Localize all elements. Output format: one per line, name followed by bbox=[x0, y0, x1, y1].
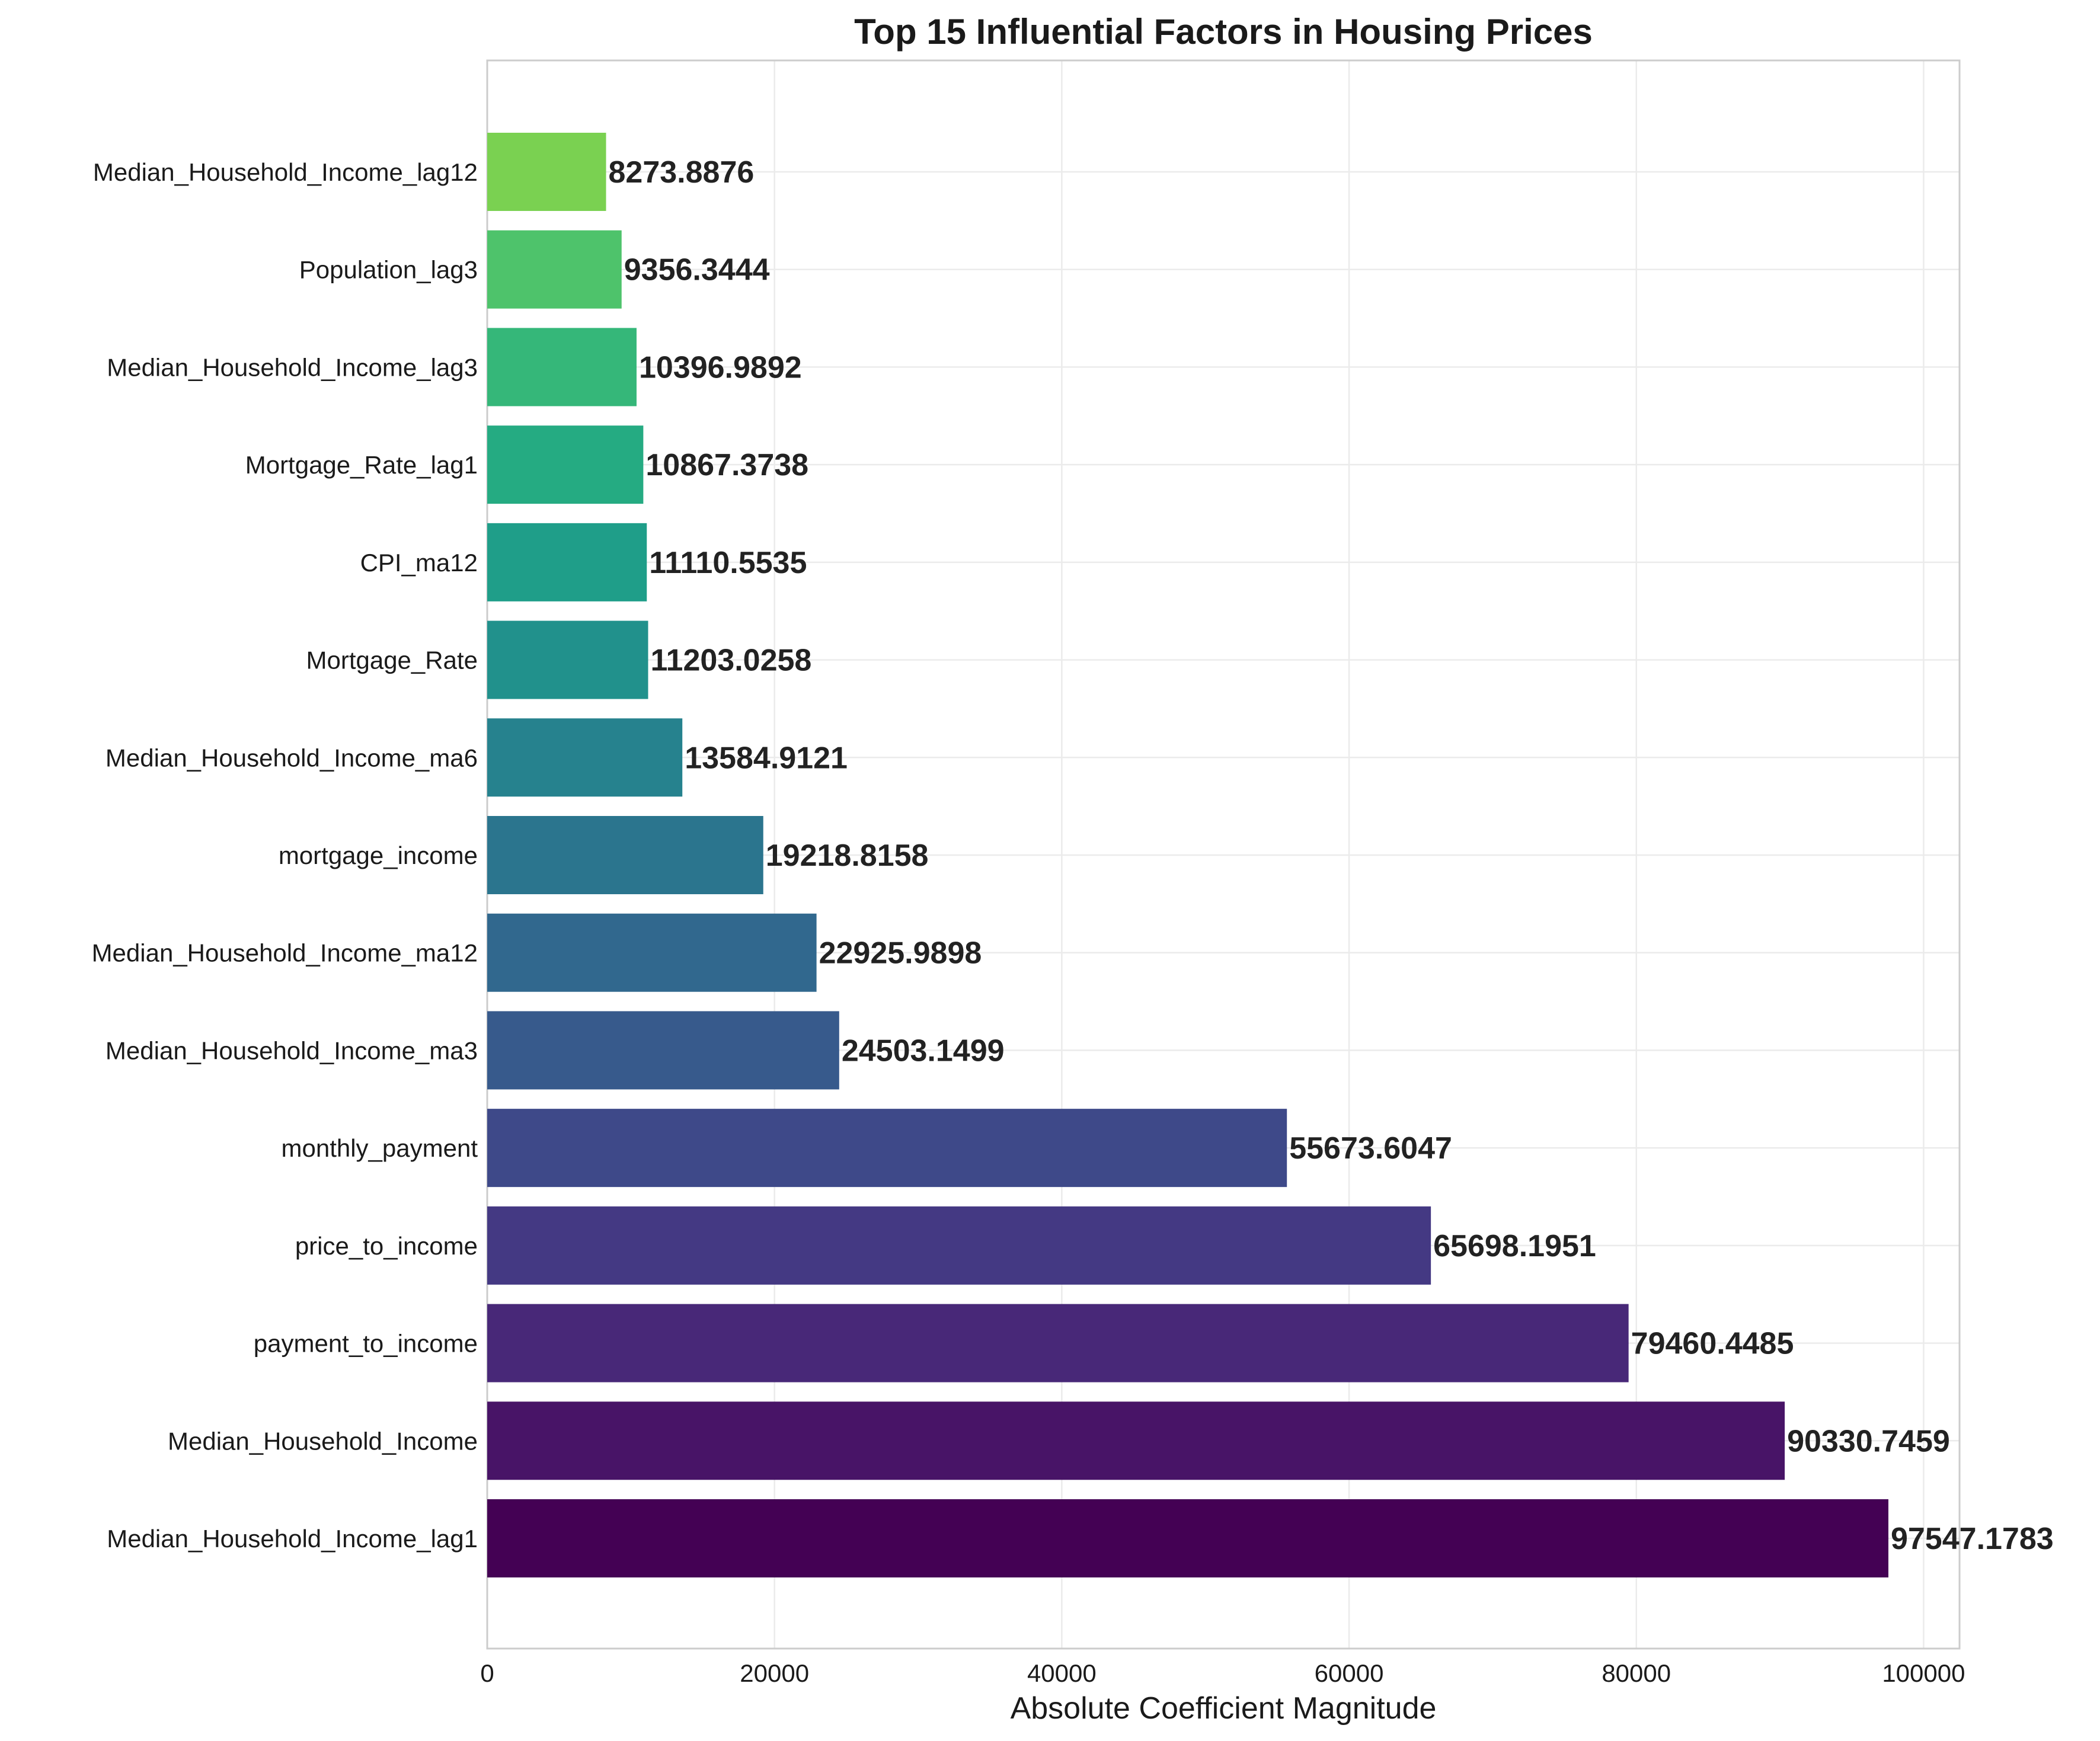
y-tick-label: Mortgage_Rate_lag1 bbox=[245, 451, 478, 479]
y-tick-label: CPI_ma12 bbox=[360, 549, 478, 577]
y-tick-label: mortgage_income bbox=[279, 841, 478, 869]
x-tick-label: 80000 bbox=[1602, 1659, 1671, 1687]
bars bbox=[487, 133, 1888, 1577]
bar bbox=[487, 1011, 839, 1090]
x-tick-label: 0 bbox=[480, 1659, 494, 1687]
bar-value-label: 24503.1499 bbox=[842, 1033, 1005, 1068]
chart-title: Top 15 Influential Factors in Housing Pr… bbox=[854, 12, 1593, 52]
bar-value-label: 19218.8158 bbox=[766, 839, 929, 873]
y-tick-label: monthly_payment bbox=[281, 1134, 478, 1162]
x-axis-tick-labels: 0 20000 40000 60000 80000 100000 bbox=[480, 1659, 1965, 1687]
y-tick-label: Median_Household_Income_lag3 bbox=[107, 353, 478, 381]
x-tick-label: 100000 bbox=[1882, 1659, 1965, 1687]
bar-value-label: 9356.3444 bbox=[624, 253, 770, 287]
y-tick-label: Median_Household_Income_ma6 bbox=[106, 744, 478, 772]
bar-value-label: 65698.1951 bbox=[1433, 1229, 1596, 1263]
y-tick-label: price_to_income bbox=[295, 1232, 478, 1260]
bar bbox=[487, 133, 606, 211]
bar bbox=[487, 1401, 1785, 1480]
x-axis-label: Absolute Coefficient Magnitude bbox=[1011, 1691, 1437, 1726]
y-tick-label: Median_Household_Income_ma12 bbox=[92, 939, 478, 967]
bar-value-label: 10867.3738 bbox=[645, 448, 808, 482]
bar bbox=[487, 913, 817, 992]
value-labels: 97547.1783 90330.7459 79460.4485 65698.1951… bbox=[609, 155, 2054, 1556]
bar-value-label: 11203.0258 bbox=[650, 644, 811, 678]
bar bbox=[487, 523, 647, 601]
bar bbox=[487, 230, 622, 309]
bar bbox=[487, 718, 683, 797]
bar-value-label: 22925.9898 bbox=[819, 936, 982, 971]
bar-value-label: 11110.5535 bbox=[649, 546, 807, 580]
y-tick-label: Median_Household_Income_lag1 bbox=[107, 1525, 478, 1553]
bar-value-label: 55673.6047 bbox=[1289, 1131, 1452, 1166]
bar bbox=[487, 1304, 1629, 1382]
y-axis-tick-labels: Median_Household_Income_lag1 Median_House… bbox=[92, 158, 478, 1553]
bar bbox=[487, 1499, 1888, 1577]
bar bbox=[487, 425, 644, 504]
y-tick-label: payment_to_income bbox=[254, 1330, 478, 1358]
bar bbox=[487, 1206, 1431, 1285]
y-tick-label: Mortgage_Rate bbox=[306, 647, 478, 674]
bar-value-label: 10396.9892 bbox=[639, 350, 802, 385]
bar bbox=[487, 328, 637, 407]
bar bbox=[487, 620, 648, 699]
y-tick-label: Median_Household_Income bbox=[168, 1427, 478, 1455]
bar-value-label: 13584.9121 bbox=[685, 741, 848, 775]
bar bbox=[487, 816, 763, 894]
bar bbox=[487, 1109, 1287, 1188]
y-tick-label: Population_lag3 bbox=[299, 256, 478, 284]
bar-value-label: 8273.8876 bbox=[609, 155, 755, 190]
x-tick-label: 60000 bbox=[1315, 1659, 1384, 1687]
y-tick-label: Median_Household_Income_lag12 bbox=[93, 158, 478, 186]
x-tick-label: 40000 bbox=[1027, 1659, 1097, 1687]
y-tick-label: Median_Household_Income_ma3 bbox=[106, 1036, 478, 1064]
bar-value-label: 90330.7459 bbox=[1787, 1424, 1950, 1458]
x-tick-label: 20000 bbox=[740, 1659, 809, 1687]
bar-value-label: 79460.4485 bbox=[1631, 1327, 1794, 1361]
bar-value-label: 97547.1783 bbox=[1891, 1522, 2054, 1556]
